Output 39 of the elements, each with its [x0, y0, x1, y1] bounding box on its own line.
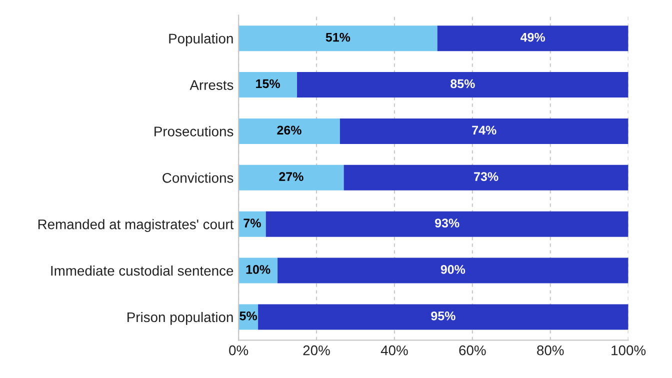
data-label: 93%	[435, 218, 460, 228]
bar	[278, 258, 628, 284]
bar	[238, 164, 344, 190]
data-label: 73%	[474, 172, 498, 182]
y-tick-label: Arrests	[190, 80, 234, 90]
data-label: 26%	[277, 126, 302, 135]
x-tick-label: 60%	[459, 345, 486, 356]
data-label: 51%	[326, 32, 350, 42]
y-tick-label: Convictions	[162, 172, 234, 183]
y-tick-label: Remanded at magistrates' court	[38, 219, 234, 232]
bar	[258, 304, 628, 330]
bar	[297, 72, 628, 98]
bar	[238, 26, 438, 52]
x-tick-label: 0%	[229, 345, 248, 356]
y-tick-label: Immediate custodial sentence	[51, 266, 234, 276]
data-label: 95%	[431, 311, 456, 320]
bar	[238, 72, 298, 98]
y-tick-label: Prosecutions	[154, 126, 234, 136]
bar	[437, 26, 628, 52]
bar	[238, 118, 340, 144]
data-label: 85%	[450, 79, 475, 88]
x-tick-label: 40%	[380, 345, 408, 356]
data-label: 7%	[244, 218, 261, 228]
data-label: 10%	[246, 265, 270, 274]
bar	[344, 164, 628, 190]
data-label: 74%	[472, 126, 496, 135]
data-label: 49%	[520, 32, 546, 42]
data-label: 5%	[240, 312, 258, 320]
y-tick-label: Population	[169, 33, 233, 46]
bar	[238, 211, 266, 237]
x-tick-label: 80%	[537, 345, 564, 356]
data-label: 27%	[279, 172, 304, 181]
bar	[266, 211, 628, 237]
data-label: 15%	[256, 79, 280, 88]
x-tick-label: 20%	[303, 345, 330, 356]
x-tick-label: 100%	[612, 345, 646, 356]
y-tick-label: Prison population	[128, 312, 233, 325]
bar	[340, 118, 628, 144]
data-label: 90%	[440, 265, 466, 274]
